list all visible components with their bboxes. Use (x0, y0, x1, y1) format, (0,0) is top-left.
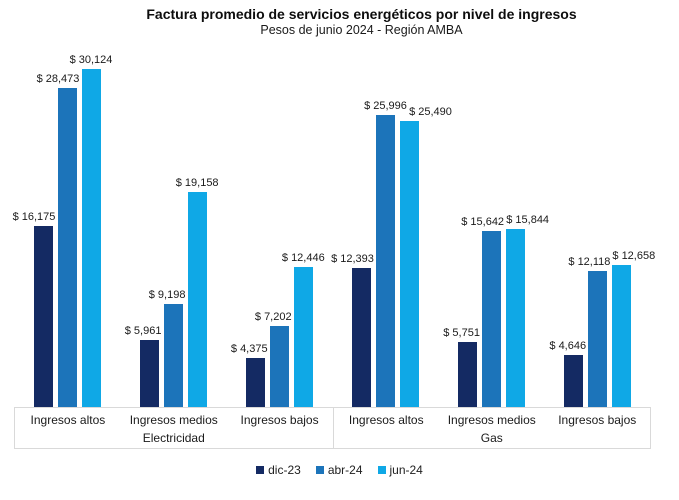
bar-jun-24 (81, 69, 101, 407)
bar-slot: $ 5,751 (443, 327, 480, 407)
bar-value-label: $ 7,202 (254, 311, 292, 323)
group-label: Electricidad (142, 431, 205, 445)
bar-slot: $ 12,446 (282, 252, 325, 407)
category-axis: Ingresos altos Ingresos medios Ingresos ba… (14, 407, 651, 449)
bar-value-label: $ 12,658 (612, 250, 656, 262)
bar-abr-24 (588, 271, 608, 407)
bar-slot: $ 15,844 (506, 214, 549, 407)
bar-cluster: $ 5,751 $ 15,642 $ 15,844 (443, 44, 549, 407)
bar-slot: $ 12,393 (331, 253, 374, 407)
bar-value-label: $ 15,844 (506, 214, 550, 226)
category-row: Ingresos altos Ingresos medios Ingresos ba… (334, 408, 651, 431)
bar-value-label: $ 9,198 (148, 289, 186, 301)
legend-color-swatch (256, 466, 265, 474)
category-label: Ingresos altos (30, 412, 106, 427)
bar-slot: $ 12,118 (568, 256, 610, 407)
legend-item-jun-24: jun-24 (377, 463, 423, 477)
legend-color-swatch (377, 466, 386, 474)
category-label: Ingresos altos (348, 412, 424, 427)
bar-value-label: $ 12,118 (568, 256, 611, 268)
bar-cluster: $ 12,393 $ 25,996 $ 25,490 (331, 44, 452, 407)
bar-dic-23 (245, 358, 265, 407)
bar-abr-24 (269, 326, 289, 407)
bar-dic-23 (458, 342, 478, 407)
legend-label: jun-24 (389, 463, 423, 477)
bar-value-label: $ 12,393 (331, 253, 374, 265)
axis-group-gas: Ingresos altos Ingresos medios Ingresos ba… (332, 408, 651, 448)
bar-value-label: $ 15,642 (461, 216, 505, 228)
bar-jun-24 (400, 121, 420, 407)
legend-item-dic-23: dic-23 (256, 463, 301, 477)
chart-header: Factura promedio de servicios energético… (22, 0, 679, 38)
bar-jun-24 (187, 192, 207, 407)
category-label: Ingresos medios (447, 412, 536, 427)
bar-slot: $ 28,473 (37, 73, 79, 407)
bar-value-label: $ 25,490 (409, 106, 452, 118)
bar-jun-24 (612, 265, 632, 407)
bar-cluster: $ 5,961 $ 9,198 $ 19,158 (125, 44, 219, 407)
bar-slot: $ 25,996 (364, 100, 407, 407)
category-label: Ingresos medios (129, 412, 218, 427)
bar-value-label: $ 5,961 (124, 325, 162, 337)
legend-item-abr-24: abr-24 (315, 463, 363, 477)
bar-dic-23 (352, 268, 372, 407)
bar-cluster: $ 16,175 $ 28,473 $ 30,124 (13, 44, 112, 407)
bar-value-label: $ 25,996 (364, 100, 407, 112)
bar-value-label: $ 19,158 (175, 177, 219, 189)
bar-slot: $ 7,202 (255, 311, 292, 407)
plot-area: $ 16,175 $ 28,473 $ 30,124 $ 5,961 $ 9,198 $ … (13, 44, 655, 407)
bar-slot: $ 15,642 (461, 216, 504, 407)
bar-slot: $ 25,490 (400, 106, 452, 407)
bar-abr-24 (482, 231, 502, 407)
bar-slot: $ 4,375 (231, 343, 268, 407)
group-gas: $ 12,393 $ 25,996 $ 25,490 $ 5,751 $ 15,642 $… (331, 44, 655, 407)
chart-subtitle: Pesos de junio 2024 - Región AMBA (260, 23, 463, 37)
bar-value-label: $ 4,375 (230, 343, 268, 355)
bar-value-label: $ 5,751 (443, 327, 480, 339)
bar-value-label: $ 16,175 (12, 211, 56, 223)
chart-title: Factura promedio de servicios energético… (146, 6, 577, 22)
bar-abr-24 (376, 115, 396, 407)
bar-value-label: $ 28,473 (36, 73, 80, 85)
axis-group-electricidad: Ingresos altos Ingresos medios Ingresos ba… (15, 408, 333, 448)
bar-abr-24 (57, 88, 77, 407)
bar-slot: $ 16,175 (13, 211, 55, 407)
bar-slot: $ 12,658 (612, 250, 655, 407)
bar-jun-24 (506, 229, 526, 407)
legend-label: dic-23 (268, 463, 301, 477)
bar-cluster: $ 4,646 $ 12,118 $ 12,658 (549, 44, 655, 407)
group-electricidad: $ 16,175 $ 28,473 $ 30,124 $ 5,961 $ 9,198 $ … (13, 44, 333, 407)
bar-value-label: $ 30,124 (69, 54, 113, 66)
legend-color-swatch (315, 466, 324, 474)
bar-slot: $ 5,961 (125, 325, 161, 407)
bar-abr-24 (163, 304, 183, 407)
bar-slot: $ 4,646 (549, 340, 586, 407)
bar-slot: $ 9,198 (149, 289, 185, 407)
bar-value-label: $ 4,646 (549, 340, 587, 352)
bar-slot: $ 30,124 (70, 54, 112, 407)
bar-jun-24 (293, 267, 313, 407)
category-label: Ingresos bajos (558, 412, 637, 427)
legend: dic-23 abr-24 jun-24 (0, 463, 679, 477)
bar-cluster: $ 4,375 $ 7,202 $ 12,446 (231, 44, 325, 407)
bar-dic-23 (139, 340, 159, 407)
legend-label: abr-24 (327, 463, 363, 477)
category-label: Ingresos bajos (240, 412, 319, 427)
category-row: Ingresos altos Ingresos medios Ingresos ba… (15, 408, 333, 431)
bar-dic-23 (33, 226, 53, 407)
group-label: Gas (480, 431, 503, 445)
bar-value-label: $ 12,446 (281, 252, 325, 264)
bar-slot: $ 19,158 (176, 177, 219, 407)
bar-dic-23 (564, 355, 584, 407)
